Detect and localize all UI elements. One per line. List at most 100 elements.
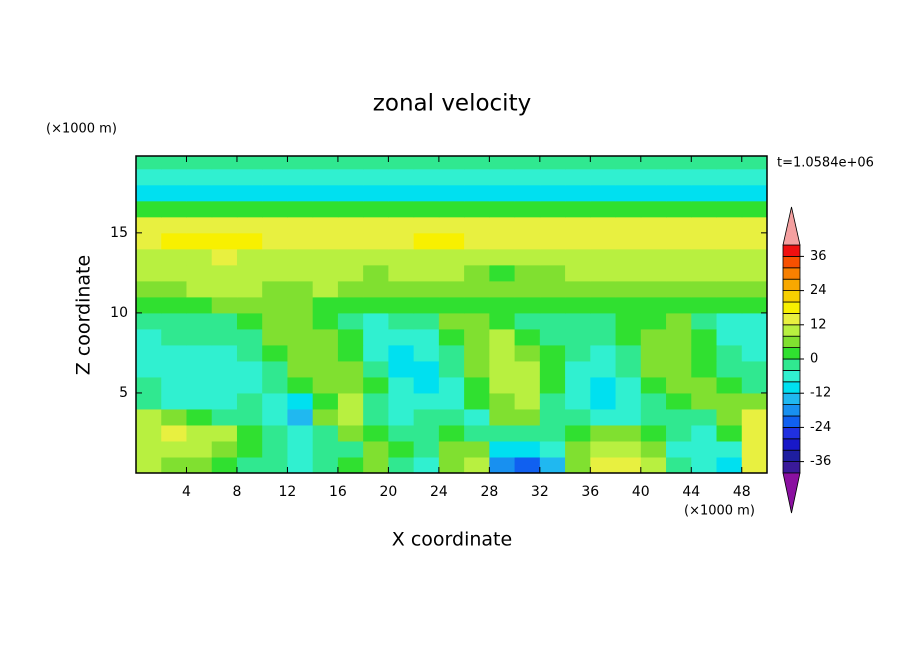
- contour-cell: [211, 200, 238, 218]
- contour-cell: [489, 216, 516, 234]
- contour-cell: [161, 168, 187, 186]
- contour-cell: [438, 232, 465, 250]
- contour-cell: [337, 440, 364, 458]
- contour-cell: [363, 392, 389, 410]
- contour-cell: [640, 440, 667, 458]
- contour-cell: [691, 200, 718, 218]
- x-tick-label: 20: [379, 484, 397, 500]
- colorbar-band: [782, 312, 801, 326]
- contour-cell: [741, 376, 767, 394]
- contour-cell: [363, 232, 389, 250]
- contour-cell: [262, 248, 288, 266]
- contour-cell: [464, 280, 490, 298]
- contour-cell: [565, 424, 591, 442]
- contour-cell: [615, 424, 642, 442]
- contour-cell: [716, 376, 743, 394]
- contour-cell: [161, 408, 187, 426]
- contour-cell: [565, 376, 591, 394]
- contour-cell: [413, 344, 440, 362]
- contour-cell: [236, 264, 263, 282]
- contour-cell: [590, 184, 617, 202]
- contour-cell: [337, 312, 364, 330]
- contour-cell: [464, 184, 490, 202]
- contour-cell: [236, 328, 263, 346]
- colorbar-band: [782, 244, 801, 257]
- contour-cell: [388, 344, 415, 362]
- contour-cell: [464, 168, 490, 186]
- contour-cell: [312, 424, 339, 442]
- contour-cell: [464, 408, 490, 426]
- contour-cell: [413, 360, 440, 378]
- contour-cell: [716, 328, 743, 346]
- contour-cell: [186, 376, 213, 394]
- contour-cell: [236, 424, 263, 442]
- contour-cell: [514, 200, 541, 218]
- contour-cell: [262, 312, 288, 330]
- contour-cell: [565, 264, 591, 282]
- contour-cell: [388, 408, 415, 426]
- contour-cell: [514, 248, 541, 266]
- contour-cell: [514, 440, 541, 458]
- contour-cell: [514, 296, 541, 314]
- contour-cell: [161, 344, 187, 362]
- contour-cell: [691, 280, 718, 298]
- x-tick-label: 16: [329, 484, 347, 500]
- contour-cell: [312, 456, 339, 473]
- contour-cell: [262, 200, 288, 218]
- contour-cell: [539, 156, 566, 170]
- contour-cell: [337, 264, 364, 282]
- contour-cell: [287, 344, 314, 362]
- contour-cell: [438, 360, 465, 378]
- contour-cell: [514, 280, 541, 298]
- x-tick-label: 44: [682, 484, 700, 500]
- contour-cell: [716, 200, 743, 218]
- contour-cell: [691, 360, 718, 378]
- contour-cell: [262, 156, 288, 170]
- contour-cell: [136, 392, 162, 410]
- contour-cell: [489, 232, 516, 250]
- contour-cell: [514, 328, 541, 346]
- contour-cell: [666, 200, 692, 218]
- contour-cell: [161, 392, 187, 410]
- contour-cell: [514, 216, 541, 234]
- contour-cell: [539, 440, 566, 458]
- contour-cell: [565, 216, 591, 234]
- contour-cell: [262, 264, 288, 282]
- contour-cell: [211, 424, 238, 442]
- contour-cell: [337, 296, 364, 314]
- contour-cell: [161, 156, 187, 170]
- contour-cell: [388, 280, 415, 298]
- contour-cell: [539, 168, 566, 186]
- contour-cell: [337, 232, 364, 250]
- contour-cell: [615, 264, 642, 282]
- contour-cell: [716, 392, 743, 410]
- contour-cell: [565, 248, 591, 266]
- contour-cell: [161, 232, 187, 250]
- contour-cell: [287, 392, 314, 410]
- contour-cell: [211, 184, 238, 202]
- colorbar-band: [782, 267, 801, 280]
- contour-cell: [640, 360, 667, 378]
- x-tick-label: 24: [430, 484, 448, 500]
- contour-cell: [539, 392, 566, 410]
- contour-cell: [464, 456, 490, 473]
- contour-cell: [565, 232, 591, 250]
- plot-frame: [135, 155, 768, 474]
- contour-cell: [666, 376, 692, 394]
- colorbar-band: [782, 301, 801, 314]
- contour-cell: [666, 280, 692, 298]
- contour-cell: [312, 184, 339, 202]
- colorbar-tick-label: -12: [810, 386, 831, 401]
- contour-cell: [312, 328, 339, 346]
- contour-cell: [363, 248, 389, 266]
- contour-cell: [161, 216, 187, 234]
- contour-cell: [161, 440, 187, 458]
- contour-cell: [640, 168, 667, 186]
- contour-cell: [236, 184, 263, 202]
- contour-cell: [337, 424, 364, 442]
- contour-cell: [615, 328, 642, 346]
- contour-cell: [489, 168, 516, 186]
- contour-cell: [438, 424, 465, 442]
- contour-cell: [666, 344, 692, 362]
- contour-cell: [312, 360, 339, 378]
